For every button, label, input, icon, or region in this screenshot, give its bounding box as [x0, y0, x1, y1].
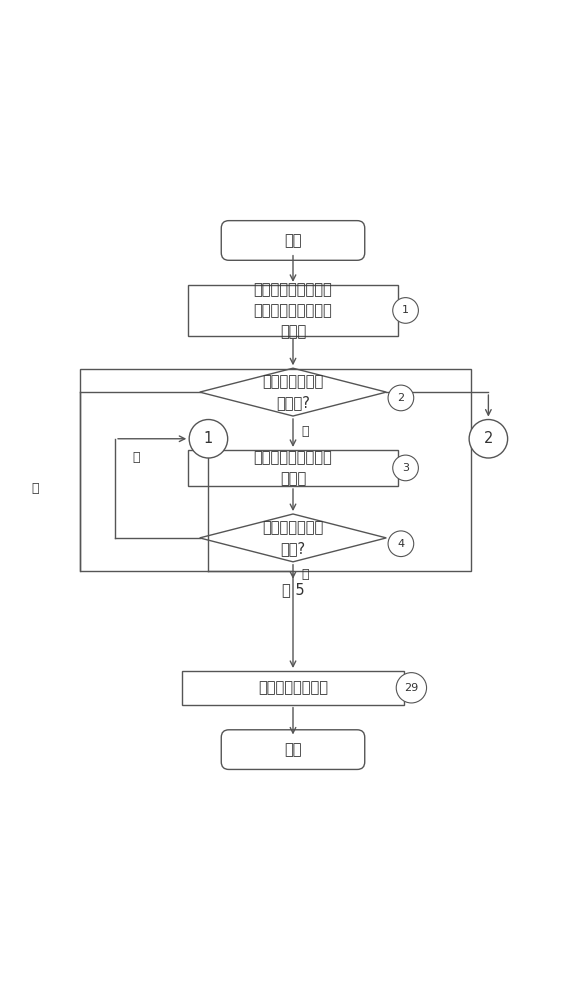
Text: 2: 2 — [397, 393, 404, 403]
Bar — [182, 671, 404, 705]
Text: 4: 4 — [397, 539, 404, 549]
Text: 否: 否 — [302, 425, 309, 438]
FancyBboxPatch shape — [222, 221, 364, 260]
Polygon shape — [200, 514, 386, 562]
Polygon shape — [200, 368, 386, 416]
Circle shape — [393, 455, 418, 481]
Bar — [80, 369, 471, 571]
Bar — [188, 450, 398, 486]
Text: 1: 1 — [204, 431, 213, 446]
Text: 从输入文件中读取一
个单字: 从输入文件中读取一 个单字 — [254, 450, 332, 486]
Circle shape — [388, 531, 414, 557]
Circle shape — [393, 298, 418, 323]
Text: 29: 29 — [404, 683, 418, 693]
FancyBboxPatch shape — [222, 730, 364, 769]
Text: 是元语言关键字
前缀?: 是元语言关键字 前缀? — [263, 520, 323, 556]
Text: 3: 3 — [402, 463, 409, 473]
Text: 否: 否 — [132, 451, 140, 464]
Text: 结束: 结束 — [284, 742, 302, 757]
Text: 是: 是 — [32, 482, 39, 495]
Text: 1: 1 — [402, 305, 409, 315]
Bar — [188, 285, 398, 336]
Circle shape — [189, 420, 228, 458]
Text: 开始: 开始 — [284, 233, 302, 248]
Circle shape — [388, 385, 414, 411]
Circle shape — [469, 420, 507, 458]
Text: 输入文本文件是
否结束?: 输入文本文件是 否结束? — [263, 374, 323, 410]
Circle shape — [396, 673, 427, 703]
Text: 过滤引擎退出处理: 过滤引擎退出处理 — [258, 680, 328, 695]
Text: 过滤引擎使用传入条
件初始化自身及过滤
条件库: 过滤引擎使用传入条 件初始化自身及过滤 条件库 — [254, 282, 332, 339]
Text: 是: 是 — [302, 568, 309, 581]
Text: 至 5: 至 5 — [282, 582, 304, 597]
Text: 2: 2 — [483, 431, 493, 446]
